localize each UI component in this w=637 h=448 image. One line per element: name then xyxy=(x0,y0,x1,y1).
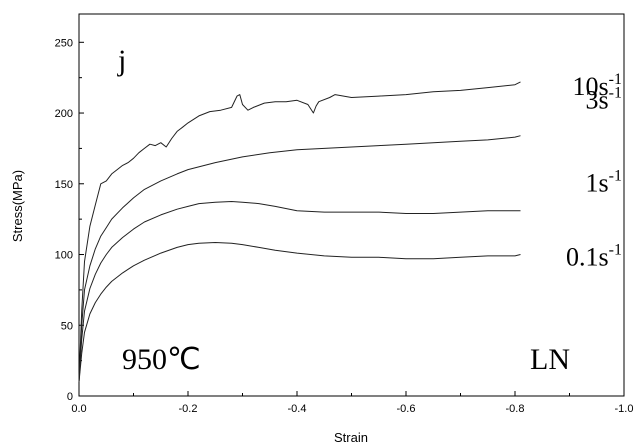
series-label-1: 3s-1 xyxy=(586,85,622,115)
y-tick-label: 200 xyxy=(55,108,73,120)
x-tick-label: 0.0 xyxy=(71,403,86,415)
series-line-2 xyxy=(78,201,521,382)
x-tick-label: -0.8 xyxy=(506,403,525,415)
y-axis-title: Stress(MPa) xyxy=(10,170,25,242)
x-tick-label: -0.4 xyxy=(288,403,307,415)
x-axis-ticks: 0.0 -0.2 -0.4 -0.6 -0.8 -1.0 xyxy=(71,391,633,415)
y-tick-label: 100 xyxy=(55,250,73,262)
series-lines xyxy=(78,81,521,382)
x-axis-title: Strain xyxy=(334,430,368,445)
series-line-0 xyxy=(78,81,521,382)
y-tick-label: 150 xyxy=(55,179,73,191)
x-tick-label: -1.0 xyxy=(615,403,634,415)
series-label-2: 1s-1 xyxy=(586,168,622,198)
y-tick-label: 250 xyxy=(55,37,73,49)
y-tick-label: 0 xyxy=(67,391,73,403)
plot-frame xyxy=(78,13,625,397)
temperature-annotation: 950℃ xyxy=(122,343,201,376)
condition-annotation: LN xyxy=(530,343,570,376)
series-labels: 10s-13s-1 1s-1 0.1s-1 xyxy=(566,71,622,272)
series-label-3: 0.1s-1 xyxy=(566,242,622,272)
x-tick-label: -0.2 xyxy=(179,403,198,415)
series-line-1 xyxy=(78,135,521,382)
x-tick-label: -0.6 xyxy=(397,403,416,415)
y-tick-label: 50 xyxy=(61,320,73,332)
series-label-0: 10s-1 xyxy=(573,71,622,101)
series-line-3 xyxy=(78,242,521,382)
y-axis-ticks: 0 50 100 150 200 250 xyxy=(55,37,84,403)
plot-area-border xyxy=(78,13,625,397)
panel-label: j xyxy=(117,44,126,77)
